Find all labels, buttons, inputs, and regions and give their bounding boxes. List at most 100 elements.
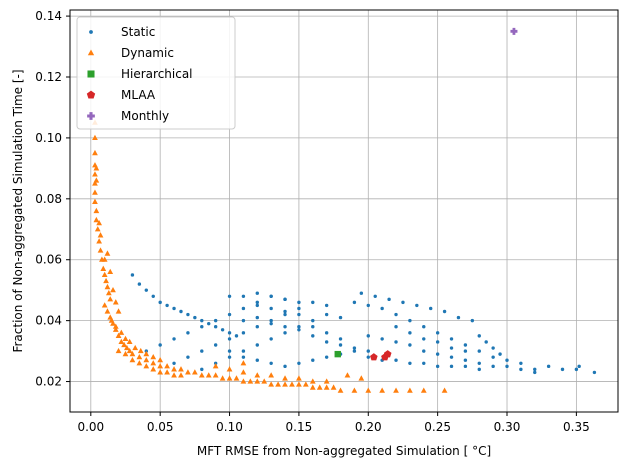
point-dynamic — [92, 198, 98, 204]
point-dynamic — [365, 387, 372, 393]
point-static — [449, 364, 454, 369]
point-static — [227, 331, 232, 335]
point-static — [533, 367, 537, 372]
point-static — [283, 364, 287, 369]
point-dynamic — [275, 381, 281, 387]
x-tick-label: 0.35 — [563, 420, 590, 434]
point-static — [255, 291, 259, 295]
point-dynamic — [261, 378, 268, 384]
point-static — [463, 358, 468, 362]
point-dynamic — [104, 250, 111, 256]
point-dynamic — [100, 265, 107, 271]
point-static — [227, 337, 232, 341]
point-dynamic — [101, 271, 108, 278]
point-dynamic — [143, 363, 150, 369]
point-dynamic — [212, 372, 219, 378]
point-static — [241, 318, 246, 323]
point-static — [456, 315, 461, 320]
point-static — [408, 318, 412, 323]
point-static — [269, 321, 273, 326]
point-static — [200, 367, 204, 372]
point-static — [463, 349, 468, 353]
series-dynamic — [92, 119, 448, 393]
legend-marker-monthly — [87, 112, 95, 120]
point-dynamic — [407, 387, 413, 393]
point-static — [477, 361, 481, 365]
point-static — [255, 325, 259, 329]
point-dynamic — [143, 350, 150, 357]
y-tick-label: 0.12 — [35, 70, 62, 84]
point-static — [505, 358, 509, 362]
point-static — [311, 358, 315, 362]
point-static — [186, 331, 190, 335]
point-dynamic — [104, 308, 111, 314]
point-static — [255, 300, 259, 305]
point-dynamic — [212, 363, 219, 369]
y-tick-label: 0.08 — [35, 192, 62, 206]
point-static — [324, 312, 329, 317]
point-static — [234, 334, 239, 338]
legend-label-static: Static — [121, 25, 155, 39]
point-static — [283, 312, 287, 317]
point-static — [477, 367, 481, 372]
point-static — [144, 288, 149, 292]
point-dynamic — [97, 232, 104, 238]
x-tick-label: 0.10 — [216, 420, 243, 434]
point-dynamic — [92, 134, 98, 140]
point-dynamic — [136, 353, 143, 360]
point-dynamic — [92, 189, 98, 195]
point-static — [574, 367, 579, 372]
point-dynamic — [126, 347, 133, 354]
point-dynamic — [296, 381, 302, 387]
point-dynamic — [92, 171, 98, 177]
point-static — [415, 303, 419, 308]
y-tick-label: 0.14 — [35, 9, 62, 23]
point-static — [533, 370, 537, 375]
point-static — [519, 361, 523, 365]
point-monthly — [510, 27, 518, 35]
y-tick-label: 0.04 — [35, 314, 62, 328]
point-static — [186, 355, 190, 359]
point-static — [137, 282, 142, 286]
point-dynamic — [96, 238, 103, 244]
point-static — [435, 331, 440, 335]
point-dynamic — [157, 357, 164, 363]
point-static — [241, 349, 246, 353]
point-dynamic — [164, 363, 170, 369]
point-static — [449, 337, 454, 341]
point-static — [213, 325, 218, 329]
point-static — [165, 303, 169, 308]
point-dynamic — [358, 375, 365, 381]
legend-marker-static — [89, 30, 93, 34]
point-dynamic — [171, 372, 177, 378]
point-static — [297, 361, 301, 365]
point-static — [449, 346, 454, 350]
point-dynamic — [302, 381, 309, 387]
point-static — [505, 364, 509, 369]
point-static — [158, 343, 162, 347]
point-dynamic — [107, 268, 114, 274]
point-static — [227, 355, 232, 359]
point-static — [172, 337, 176, 341]
point-static — [470, 318, 475, 323]
point-static — [477, 334, 481, 338]
point-dynamic — [233, 375, 240, 381]
point-dynamic — [157, 369, 164, 375]
point-static — [422, 349, 426, 353]
point-static — [311, 334, 315, 338]
y-tick-label: 0.10 — [35, 131, 62, 145]
point-static — [546, 364, 551, 369]
point-static — [380, 337, 384, 341]
point-dynamic — [124, 344, 130, 351]
point-dynamic — [254, 378, 261, 384]
point-static — [311, 318, 315, 323]
point-static — [491, 364, 495, 369]
point-static — [422, 361, 426, 365]
point-static — [269, 318, 273, 323]
point-dynamic — [112, 326, 119, 332]
point-dynamic — [191, 369, 198, 375]
x-tick-label: 0.30 — [494, 420, 521, 434]
point-dynamic — [110, 286, 116, 293]
point-dynamic — [379, 387, 386, 393]
point-dynamic — [240, 369, 247, 375]
